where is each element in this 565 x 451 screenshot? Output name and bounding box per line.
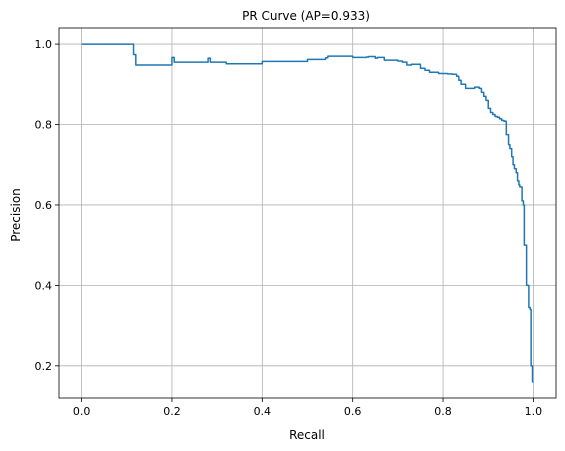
y-axis: 0.2 0.4 0.6 0.8 1.0 bbox=[35, 38, 59, 373]
y-tick-label: 0.8 bbox=[35, 119, 53, 132]
y-tick-label: 1.0 bbox=[35, 38, 53, 51]
curve-layer bbox=[81, 43, 534, 383]
chart-title: PR Curve (AP=0.933) bbox=[242, 9, 370, 23]
x-tick-label: 0.2 bbox=[163, 405, 181, 418]
y-axis-label: Precision bbox=[9, 188, 23, 242]
x-tick-label: 0.4 bbox=[254, 405, 272, 418]
x-tick-label: 0.8 bbox=[434, 405, 452, 418]
pr-curve-line bbox=[81, 43, 534, 383]
x-tick-label: 1.0 bbox=[525, 405, 543, 418]
x-tick-label: 0.0 bbox=[73, 405, 91, 418]
plot-frame bbox=[58, 27, 557, 399]
grid-lines bbox=[59, 28, 556, 398]
y-tick-label: 0.2 bbox=[35, 360, 53, 373]
x-axis: 0.0 0.2 0.4 0.6 0.8 1.0 bbox=[73, 398, 542, 418]
x-axis-label: Recall bbox=[289, 428, 325, 442]
y-tick-label: 0.6 bbox=[35, 199, 53, 212]
y-tick-label: 0.4 bbox=[35, 279, 53, 292]
x-tick-label: 0.6 bbox=[344, 405, 362, 418]
